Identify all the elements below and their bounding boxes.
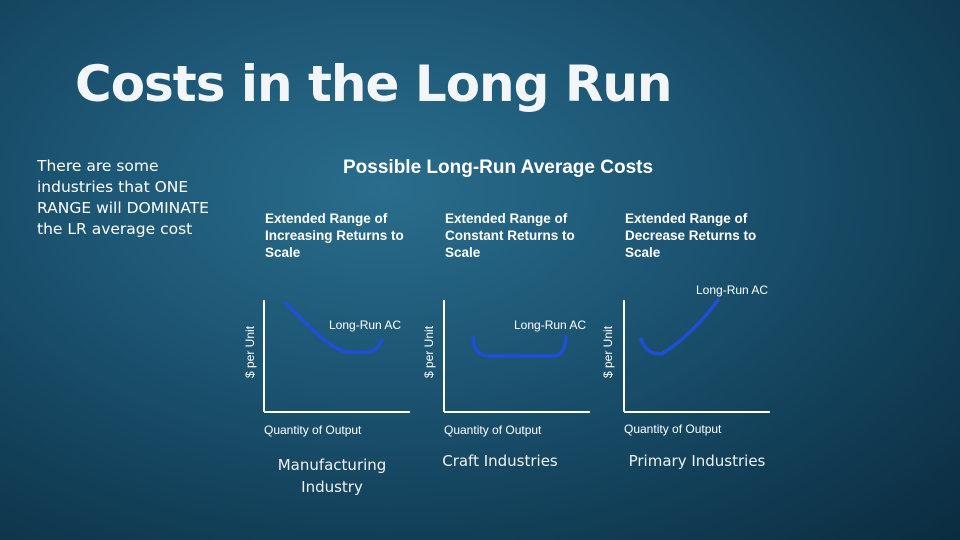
industry-craft: Craft Industries bbox=[442, 452, 558, 470]
panel-2-axes bbox=[443, 300, 590, 413]
panel-1-x-axis-label: Quantity of Output bbox=[264, 423, 362, 437]
panel-1-curve-label: Long-Run AC bbox=[329, 318, 402, 332]
panel-1-axes bbox=[263, 300, 410, 413]
side-note: There are some industries that ONE RANGE… bbox=[37, 157, 209, 238]
panel-3-y-axis-label: $ per Unit bbox=[601, 325, 615, 378]
range-label-increasing: Extended Range of Increasing Returns to … bbox=[265, 211, 404, 260]
panel-2-x-axis-label: Quantity of Output bbox=[444, 423, 542, 437]
panel-2-y-axis-label: $ per Unit bbox=[422, 325, 436, 378]
slide-title: Costs in the Long Run bbox=[75, 55, 673, 113]
panel-3-lrac-curve bbox=[639, 298, 720, 356]
industry-primary: Primary Industries bbox=[628, 452, 766, 470]
range-label-decrease: Extended Range of Decrease Returns to Sc… bbox=[625, 211, 757, 260]
diagram-title: Possible Long-Run Average Costs bbox=[343, 157, 654, 178]
industry-manufacturing: Manufacturing Industry bbox=[277, 456, 387, 496]
panel-3-x-axis-label: Quantity of Output bbox=[624, 422, 722, 436]
panel-2-lrac-curve bbox=[471, 335, 568, 358]
panel-2-curve-label: Long-Run AC bbox=[514, 318, 587, 332]
range-label-constant: Extended Range of Constant Returns to Sc… bbox=[445, 211, 575, 260]
panel-3-axes bbox=[623, 300, 770, 413]
panel-1-lrac-curve bbox=[284, 301, 384, 354]
panel-1-y-axis-label: $ per Unit bbox=[243, 325, 257, 378]
panel-3-curve-label: Long-Run AC bbox=[696, 283, 769, 297]
